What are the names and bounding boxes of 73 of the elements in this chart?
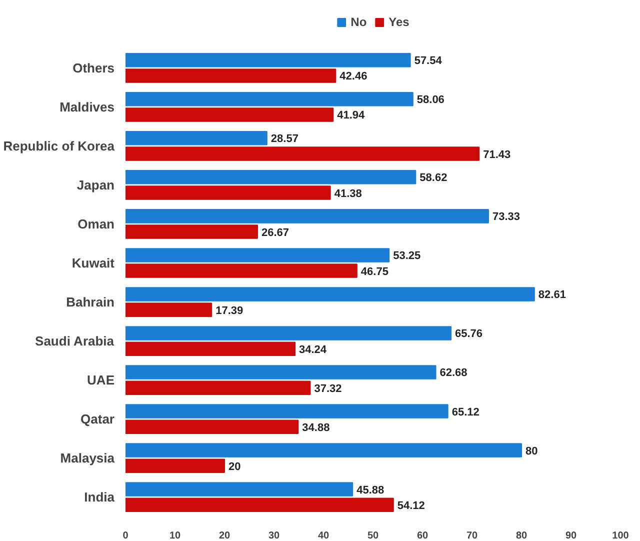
legend-label: No <box>350 15 368 29</box>
bar <box>126 380 311 395</box>
x-tick-label: 90 <box>565 530 577 541</box>
data-label: 34.88 <box>302 422 330 434</box>
data-label: 65.12 <box>452 406 480 418</box>
bar <box>126 68 336 83</box>
bar <box>126 287 535 302</box>
bar <box>126 170 416 184</box>
bar <box>126 264 358 278</box>
data-label: 80 <box>526 445 538 458</box>
x-tick-label: 30 <box>268 530 280 541</box>
bar <box>126 420 299 434</box>
data-label: 41.38 <box>334 188 362 200</box>
data-label: 57.54 <box>414 55 443 68</box>
data-label: 46.75 <box>360 266 388 278</box>
data-label: 26.67 <box>262 226 290 239</box>
y-tick-label: Republic of Korea <box>3 138 116 154</box>
y-tick-label: Malaysia <box>60 450 116 466</box>
y-tick-label: Bahrain <box>66 294 115 310</box>
bar <box>126 458 225 474</box>
bar <box>126 209 489 224</box>
bar <box>126 108 334 122</box>
bar <box>126 248 390 262</box>
legend-label: Yes <box>388 15 410 29</box>
x-tick-label: 40 <box>318 530 330 541</box>
bar <box>126 498 394 512</box>
x-tick-label: 80 <box>516 530 528 541</box>
y-tick-label: India <box>84 490 116 505</box>
y-tick-label: Oman <box>78 216 115 232</box>
data-label: 73.33 <box>492 211 520 224</box>
bar <box>126 365 436 380</box>
bar <box>126 92 414 106</box>
x-tick-label: 100 <box>612 530 630 541</box>
y-tick-label: Others <box>72 60 115 76</box>
x-tick-label: 50 <box>367 530 379 541</box>
y-tick-label: Saudi Arabia <box>35 334 115 349</box>
data-label: 62.68 <box>440 367 468 380</box>
bar <box>126 404 448 418</box>
data-label: 65.76 <box>455 328 483 340</box>
bar <box>126 342 296 356</box>
x-tick-label: 0 <box>122 530 129 541</box>
data-label: 71.43 <box>483 148 511 161</box>
x-tick-label: 20 <box>218 530 230 541</box>
x-tick-label: 70 <box>466 530 478 541</box>
bar <box>126 302 212 317</box>
x-tick-label: 60 <box>416 530 428 541</box>
data-label: 82.61 <box>538 289 566 302</box>
x-tick-label: 10 <box>169 530 181 541</box>
data-label: 58.62 <box>420 172 448 184</box>
bar <box>126 326 452 340</box>
data-label: 58.06 <box>416 94 444 106</box>
data-label: 20 <box>228 460 241 473</box>
bar <box>126 131 268 146</box>
y-tick-label: Maldives <box>60 99 115 114</box>
data-label: 45.88 <box>356 484 384 496</box>
bar <box>126 443 522 458</box>
bar <box>126 146 480 161</box>
bar <box>126 52 411 68</box>
data-label: 28.57 <box>270 133 298 146</box>
data-label: 37.32 <box>314 382 342 395</box>
y-tick-label: Qatar <box>80 412 115 427</box>
y-tick-label: UAE <box>87 372 115 388</box>
y-tick-label: Kuwait <box>72 256 116 270</box>
y-tick-label: Japan <box>76 177 115 192</box>
bar <box>126 186 331 200</box>
data-label: 54.12 <box>397 500 425 512</box>
data-label: 17.39 <box>216 304 244 317</box>
bar <box>126 482 354 496</box>
data-label: 42.46 <box>340 70 368 83</box>
data-label: 34.24 <box>298 344 328 356</box>
data-label: 53.25 <box>393 250 421 262</box>
bar <box>126 224 258 239</box>
data-label: 41.94 <box>337 110 366 122</box>
